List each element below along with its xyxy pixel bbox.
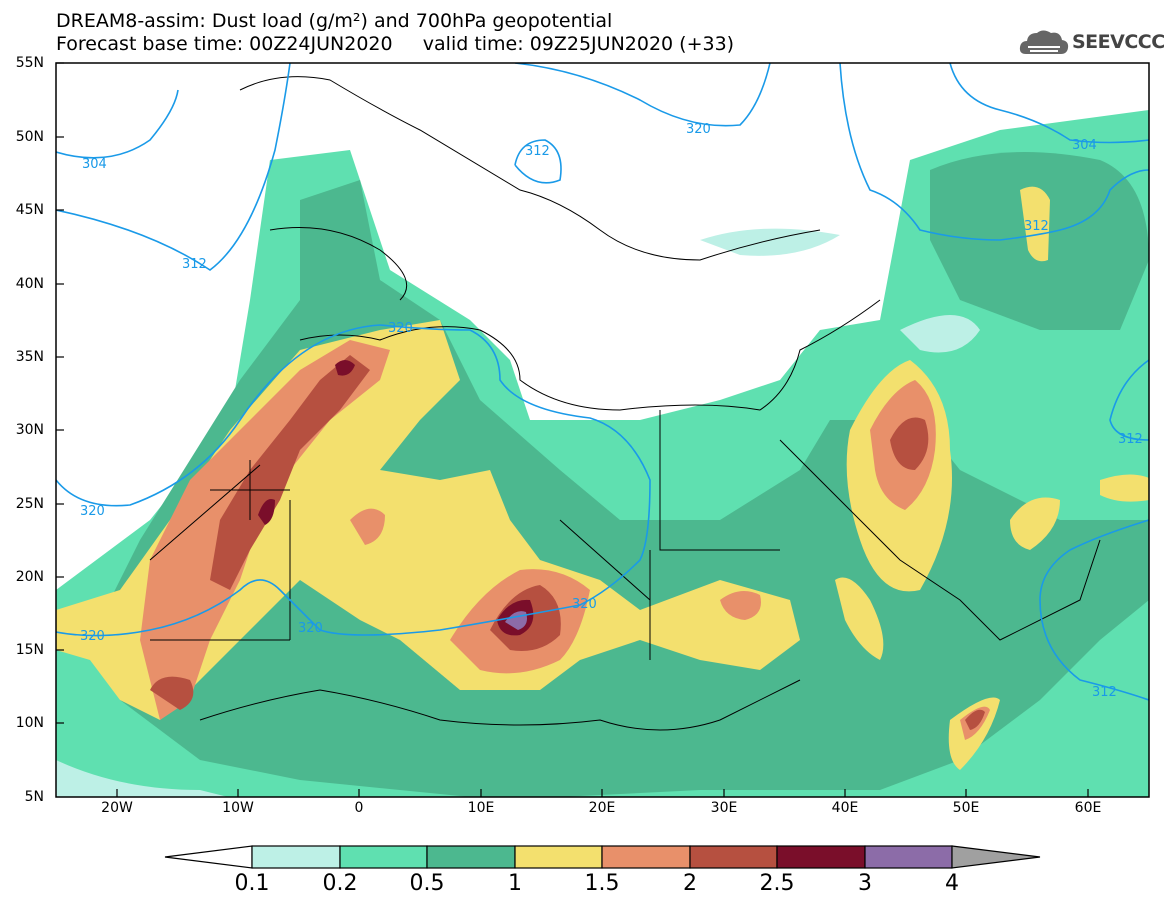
dust-region-0-5 (90, 180, 1149, 797)
lat-label: 25N (15, 496, 44, 512)
lat-label: 20N (15, 569, 44, 585)
colorbar-segment (426, 845, 516, 869)
contour-label: 320 (388, 321, 413, 336)
lat-label: 45N (15, 202, 44, 218)
map-title: DREAM8-assim: Dust load (g/m²) and 700hP… (56, 10, 613, 32)
colorbar-segment (951, 845, 1041, 869)
lon-label: 30E (710, 800, 738, 816)
colorbar (164, 845, 1041, 869)
lat-label: 40N (15, 276, 44, 292)
contour-label: 304 (82, 157, 107, 172)
colorbar-label: 0.1 (234, 871, 270, 896)
lon-label: 10W (222, 800, 254, 816)
lat-label: 35N (15, 349, 44, 365)
dust-region-2 (150, 355, 370, 710)
seevccc-logo: SEEVCCC (1018, 26, 1165, 58)
lat-label: 55N (15, 55, 44, 71)
country-borders (149, 76, 1101, 731)
dust-region-1-5-sahel (350, 508, 761, 674)
contour-label: 320 (80, 629, 105, 644)
colorbar-segment (251, 845, 341, 869)
contour-label: 312 (1118, 432, 1143, 447)
colorbar-label: 0.5 (409, 871, 445, 896)
colorbar-segment (514, 845, 603, 869)
lon-label: 20E (588, 800, 616, 816)
geopotential-contours (56, 63, 1149, 701)
contour-label: 320 (80, 504, 105, 519)
axis-ticks (56, 62, 1089, 797)
lat-label: 10N (15, 715, 44, 731)
contour-label: 312 (182, 257, 207, 272)
lon-label: 60E (1074, 800, 1102, 816)
lat-label: 5N (24, 789, 44, 805)
dust-region-1 (56, 320, 800, 720)
forecast-time-label: Forecast base time: 00Z24JUN2020 valid t… (56, 33, 735, 55)
colorbar-segment (776, 845, 866, 869)
colorbar-segment (864, 845, 953, 869)
colorbar-segment (689, 845, 778, 869)
lon-label: 0 (354, 800, 364, 816)
contour-label: 312 (525, 144, 550, 159)
lon-label: 40E (831, 800, 859, 816)
colorbar-segment (339, 845, 428, 869)
dust-region-1-5-arabia (870, 380, 990, 740)
contour-label: 320 (298, 621, 323, 636)
colorbar-label: 1.5 (584, 871, 620, 896)
contour-label: 304 (1072, 138, 1097, 153)
contour-label: 312 (1092, 685, 1117, 700)
lat-label: 50N (15, 129, 44, 145)
lon-label: 20W (101, 800, 133, 816)
dust-region-1-5 (140, 340, 390, 720)
colorbar-label: 2.5 (759, 871, 795, 896)
colorbar-segment (164, 845, 253, 869)
contour-label: 320 (572, 597, 597, 612)
contour-label: 312 (1024, 219, 1049, 234)
dust-region-1-gulf (1010, 186, 1149, 550)
lat-label: 15N (15, 642, 44, 658)
colorbar-label: 3 (858, 871, 872, 896)
lon-label: 50E (952, 800, 980, 816)
contour-label: 320 (686, 122, 711, 137)
cloud-icon (1019, 30, 1069, 54)
logo-text: SEEVCCC (1072, 31, 1165, 53)
colorbar-segment (601, 845, 691, 869)
map-area: 304 304 312 312 312 312 312 320 320 320 … (56, 63, 1149, 797)
colorbar-label: 2 (683, 871, 697, 896)
dust-region-1-redsea (835, 577, 1000, 770)
contour-labels: 304 304 312 312 312 312 312 320 320 320 … (80, 122, 1143, 700)
colorbar-label: 1 (508, 871, 522, 896)
colorbar-label: 4 (945, 871, 959, 896)
colorbar-label: 0.2 (322, 871, 358, 896)
lon-label: 10E (467, 800, 495, 816)
lat-label: 30N (15, 422, 44, 438)
